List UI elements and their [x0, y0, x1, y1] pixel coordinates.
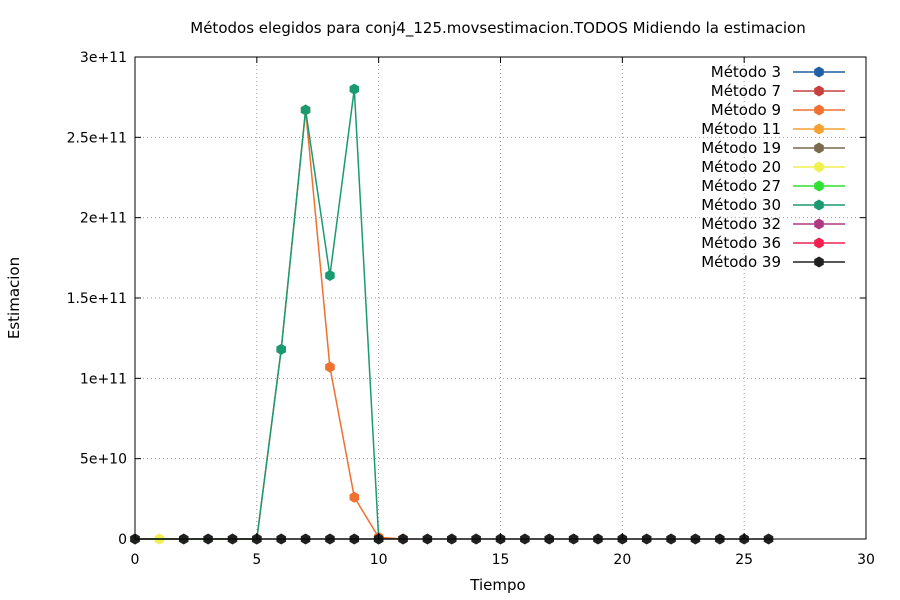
- legend-entry: Método 7: [711, 82, 845, 100]
- legend-marker: [814, 199, 824, 211]
- legend-marker: [814, 256, 824, 268]
- legend-entry: Método 30: [701, 196, 845, 214]
- y-tick-label: 2.5e+11: [67, 130, 127, 146]
- x-tick-label: 25: [735, 552, 753, 568]
- y-tick-label: 2e+11: [80, 211, 127, 227]
- x-axis-label: Tiempo: [469, 576, 525, 594]
- legend-marker: [814, 218, 824, 230]
- y-tick-label: 3e+11: [80, 50, 127, 66]
- legend-marker: [814, 66, 824, 78]
- legend-label: Método 27: [701, 177, 781, 195]
- legend-marker: [814, 104, 824, 116]
- legend-marker: [814, 85, 824, 97]
- data-point: [325, 361, 335, 373]
- x-tick-label: 20: [613, 552, 631, 568]
- x-tick-label: 0: [131, 552, 140, 568]
- legend-entry: Método 20: [701, 158, 845, 176]
- x-tick-label: 5: [252, 552, 261, 568]
- legend-marker: [814, 161, 824, 173]
- series-8: [130, 83, 384, 545]
- legend-entry: Método 3: [711, 63, 845, 81]
- legend-marker: [814, 142, 824, 154]
- legend-entry: Método 27: [701, 177, 845, 195]
- legend-label: Método 36: [701, 234, 781, 252]
- y-tick-label: 1.5e+11: [67, 291, 127, 307]
- series-line: [135, 109, 404, 540]
- legend-marker: [814, 237, 824, 249]
- legend-entry: Método 36: [701, 234, 845, 252]
- y-axis-label: Estimacion: [5, 257, 23, 339]
- legend-entry: Método 11: [701, 120, 845, 138]
- legend-label: Método 9: [711, 101, 781, 119]
- series-line: [135, 89, 380, 540]
- legend-label: Método 3: [711, 63, 781, 81]
- legend-label: Método 39: [701, 253, 781, 271]
- y-tick-label: 5e+10: [80, 452, 127, 468]
- legend-entry: Método 19: [701, 139, 845, 157]
- y-tick-label: 1e+11: [80, 371, 127, 387]
- y-tick-label: 0: [118, 532, 127, 548]
- chart-title: Métodos elegidos para conj4_125.movsesti…: [190, 19, 805, 38]
- data-point: [349, 491, 360, 503]
- legend-label: Método 32: [701, 215, 781, 233]
- data-point: [349, 83, 360, 95]
- data-point: [325, 270, 335, 282]
- legend-entry: Método 39: [701, 253, 845, 271]
- legend-entry: Método 32: [701, 215, 845, 233]
- legend-label: Método 30: [701, 196, 781, 214]
- x-tick-label: 30: [857, 552, 875, 568]
- legend-label: Método 11: [701, 120, 781, 138]
- legend-marker: [814, 180, 824, 192]
- plot-series: [130, 83, 774, 545]
- series-3: [130, 104, 408, 545]
- legend-label: Método 20: [701, 158, 781, 176]
- legend-entry: Método 9: [711, 101, 845, 119]
- x-tick-label: 15: [492, 552, 510, 568]
- axes: 0 5 10 15 20 25 30 0 5e+10 1e+11 1.5e+11 2e+11 2.5e+…: [67, 50, 875, 568]
- legend-marker: [814, 123, 824, 135]
- data-point: [300, 104, 311, 116]
- data-point: [276, 343, 286, 355]
- legend-label: Método 19: [701, 139, 781, 157]
- grid: [135, 57, 866, 539]
- x-tick-label: 10: [370, 552, 388, 568]
- legend-label: Método 7: [711, 82, 781, 100]
